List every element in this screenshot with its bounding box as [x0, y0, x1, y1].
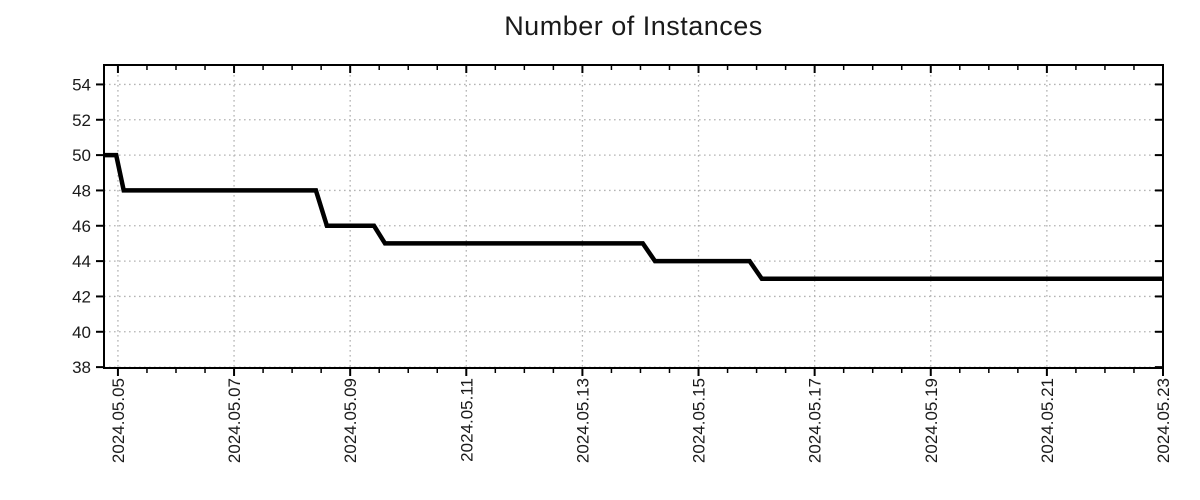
x-tick-label: 2024.05.17 [806, 378, 825, 463]
x-tick-label: 2024.05.07 [225, 378, 244, 463]
series-group [104, 152, 1163, 282]
x-tick-label: 2024.05.21 [1038, 378, 1057, 463]
series-line-instances [104, 152, 1163, 282]
axis-labels: 38 40 42 44 46 48 50 52 54 2024.05.05 2024.05.07 20… [72, 75, 1173, 463]
x-tick-label: 2024.05.23 [1154, 378, 1173, 463]
y-tick-label: 44 [72, 252, 91, 271]
y-tick-label: 48 [72, 181, 91, 200]
axis-ticks [96, 65, 1164, 376]
x-tick-label: 2024.05.15 [690, 378, 709, 463]
x-tick-label: 2024.05.09 [341, 378, 360, 463]
chart-title: Number of Instances [504, 11, 763, 41]
y-tick-label: 38 [72, 358, 91, 377]
y-tick-label: 50 [72, 146, 91, 165]
gridlines [104, 65, 1164, 368]
x-tick-label: 2024.05.11 [457, 378, 476, 462]
x-tick-label: 2024.05.13 [573, 378, 592, 463]
x-tick-label: 2024.05.05 [109, 378, 128, 463]
y-tick-label: 52 [72, 111, 91, 130]
y-tick-label: 46 [72, 217, 91, 236]
plot-frame [103, 64, 1164, 369]
y-tick-label: 40 [72, 323, 91, 342]
x-tick-label: 2024.05.19 [922, 378, 941, 463]
y-tick-label: 54 [72, 75, 91, 94]
y-tick-label: 42 [72, 287, 91, 306]
